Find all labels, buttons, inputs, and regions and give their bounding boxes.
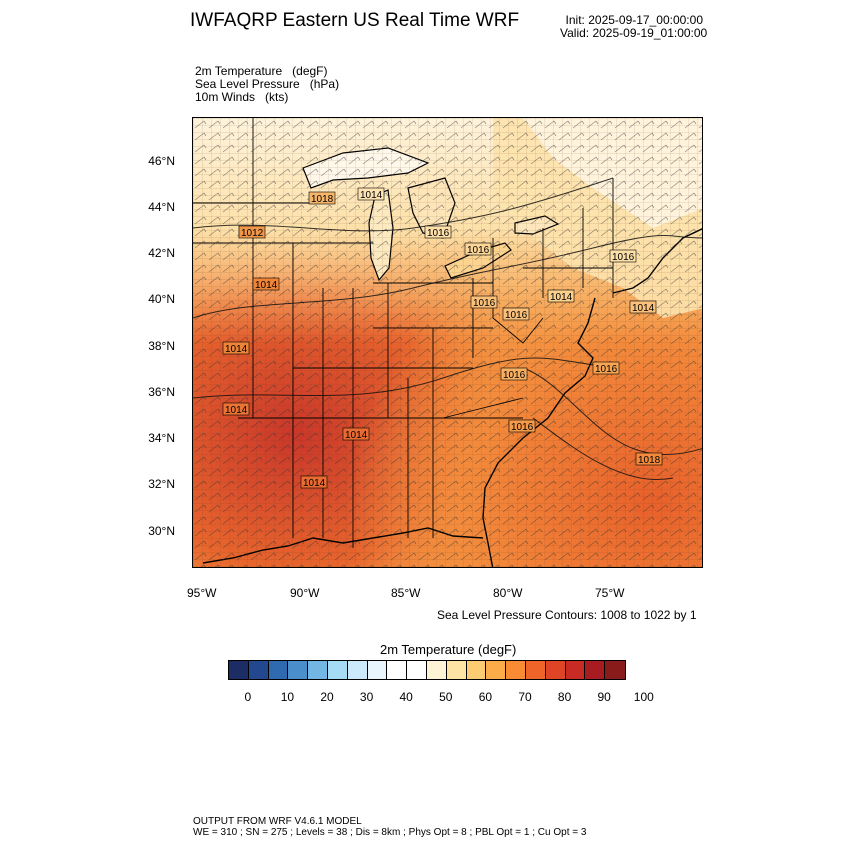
lat-label: 44°N [148,200,175,214]
svg-text:1018: 1018 [638,455,661,466]
pressure-label: 1014 [629,300,657,314]
colorbar-bin [585,661,606,679]
svg-text:1016: 1016 [595,364,618,375]
colorbar-bin [565,661,586,679]
lon-label: 75°W [595,586,625,600]
pressure-label: 1014 [357,187,385,201]
colorbar-tick-label: 60 [478,690,493,704]
variable-list: 2m Temperature (degF) Sea Level Pressure… [195,65,339,104]
colorbar-tick-label: 90 [597,690,611,704]
variable-temperature: 2m Temperature (degF) [195,64,328,78]
model-footer: OUTPUT FROM WRF V4.6.1 MODEL WE = 310 ; … [193,816,586,838]
footer-config: WE = 310 ; SN = 275 ; Levels = 38 ; Dis … [193,827,587,838]
pressure-label: 1014 [300,475,328,489]
colorbar-bin [327,661,348,679]
colorbar-bin [288,661,309,679]
colorbar-bin [605,661,625,679]
svg-text:1014: 1014 [632,303,655,314]
lat-label: 34°N [148,431,175,445]
pressure-label: 1016 [502,307,530,321]
colorbar-tick-label: 100 [633,690,654,704]
valid-time: Valid: 2025-09-19_01:00:00 [560,26,708,40]
lon-label: 85°W [391,586,421,600]
svg-text:1016: 1016 [473,298,496,309]
pressure-label: 1014 [547,289,575,303]
colorbar-bin [229,661,249,679]
pressure-label: 1014 [252,277,280,291]
variable-winds: 10m Winds (kts) [195,90,289,104]
map-svg: 1018 1012 1014 1014 1014 1014 1014 1014 … [193,118,702,567]
map-title: IWFAQRP Eastern US Real Time WRF [190,10,520,31]
colorbar-tick-label: 80 [557,690,572,704]
svg-text:1016: 1016 [427,228,450,239]
pressure-label: 1012 [238,225,266,239]
lat-label: 32°N [148,477,175,491]
colorbar-bin [426,661,447,679]
colorbar-tick-label: 50 [439,690,453,704]
weather-map: 1018 1012 1014 1014 1014 1014 1014 1014 … [192,117,703,568]
contour-note: Sea Level Pressure Contours: 1008 to 102… [437,608,697,622]
colorbar-bin [525,661,546,679]
colorbar-bin [466,661,487,679]
colorbar-bin [308,661,328,679]
colorbar-tick-label: 0 [244,690,252,704]
init-time: Init: 2025-09-17_00:00:00 [565,13,703,27]
svg-text:1014: 1014 [550,292,573,303]
footer-model: OUTPUT FROM WRF V4.6.1 MODEL [193,816,362,827]
pressure-label: 1016 [464,242,492,256]
colorbar-bin [486,661,507,679]
colorbar-tick-label: 20 [320,690,334,704]
colorbar-bin [248,661,269,679]
pressure-label: 1014 [222,341,250,355]
colorbar-bin [367,661,388,679]
colorbar-tick-label: 10 [280,690,295,704]
svg-text:1014: 1014 [225,405,248,416]
colorbar-bin [268,661,289,679]
lon-label: 95°W [187,586,217,600]
colorbar-bin [347,661,368,679]
colorbar-tick-label: 70 [518,690,532,704]
colorbar-bin [506,661,526,679]
pressure-label: 1016 [470,295,498,309]
run-times: Init: 2025-09-17_00:00:00 Valid: 2025-09… [560,13,708,40]
pressure-label: 1016 [508,419,536,433]
svg-text:1018: 1018 [311,194,334,205]
svg-text:1014: 1014 [303,478,326,489]
svg-text:1014: 1014 [345,430,368,441]
variable-pressure: Sea Level Pressure (hPa) [195,77,340,91]
svg-text:1016: 1016 [511,422,534,433]
lat-label: 36°N [148,385,175,399]
svg-text:1016: 1016 [467,245,490,256]
lat-label: 42°N [148,246,175,260]
pressure-label: 1016 [592,361,620,375]
svg-text:1014: 1014 [255,280,278,291]
pressure-label: 1016 [424,225,452,239]
colorbar-bin [387,661,408,679]
lat-label: 46°N [148,154,175,168]
pressure-label: 1016 [609,249,637,263]
colorbar-bin [446,661,467,679]
lat-label: 38°N [148,339,175,353]
svg-text:1014: 1014 [360,190,383,201]
pressure-label: 1018 [308,191,336,205]
lat-label: 40°N [148,292,175,306]
svg-text:1016: 1016 [612,252,635,263]
lon-label: 80°W [493,586,523,600]
svg-text:1012: 1012 [241,228,264,239]
colorbar-bin [407,661,427,679]
colorbar-bin [545,661,566,679]
colorbar-tick-label: 30 [359,690,374,704]
svg-text:1016: 1016 [505,310,528,321]
pressure-label: 1018 [635,452,663,466]
pressure-label: 1014 [222,402,250,416]
colorbar-title: 2m Temperature (degF) [380,642,517,657]
lon-label: 90°W [290,586,320,600]
colorbar-tick-label: 40 [399,690,413,704]
pressure-label: 1016 [500,367,528,381]
svg-text:1016: 1016 [503,370,526,381]
temperature-colorbar [228,660,626,680]
lat-label: 30°N [148,524,175,538]
pressure-label: 1014 [342,427,370,441]
svg-text:1014: 1014 [225,344,248,355]
